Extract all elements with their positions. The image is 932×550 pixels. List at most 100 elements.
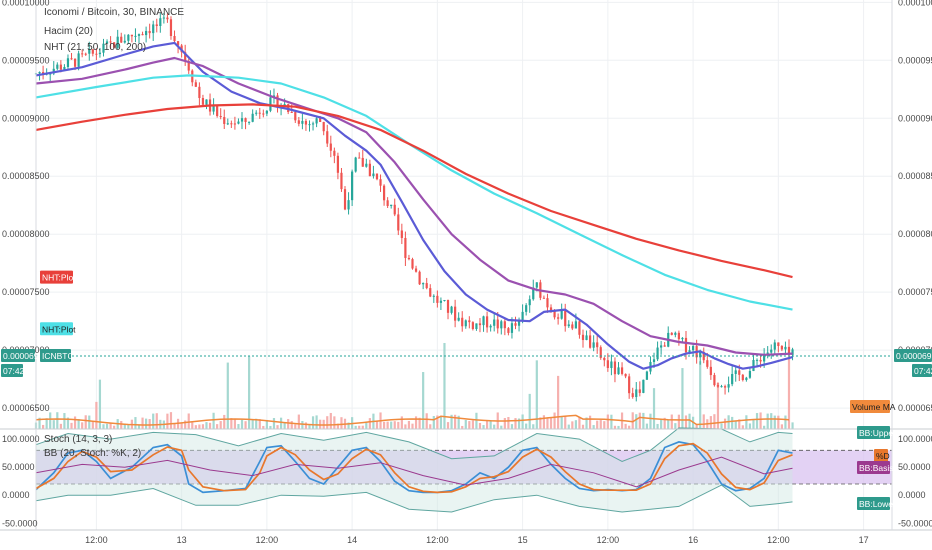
volume-bar xyxy=(546,418,549,429)
candle xyxy=(571,324,574,329)
candle xyxy=(145,30,148,36)
candle xyxy=(457,317,460,321)
candle xyxy=(599,347,602,358)
ma-line-nht-50 xyxy=(35,56,793,356)
candle xyxy=(166,17,169,20)
candle xyxy=(84,53,87,55)
volume-bar xyxy=(148,419,151,429)
volume-bar xyxy=(738,419,741,429)
candle xyxy=(365,163,368,167)
candle xyxy=(588,335,592,348)
volume-bar xyxy=(432,416,435,429)
volume-bar xyxy=(503,418,506,429)
candle xyxy=(677,332,680,340)
candle xyxy=(766,352,769,354)
volume-bar xyxy=(38,417,41,429)
candle xyxy=(322,122,325,132)
volume-bar xyxy=(652,388,656,429)
volume-bar xyxy=(297,414,300,429)
volume-bar xyxy=(773,415,776,429)
time-tag-left-bg xyxy=(1,363,23,377)
candle xyxy=(237,121,240,124)
volume-bar xyxy=(272,418,276,429)
candle xyxy=(308,124,311,126)
volume-bar xyxy=(635,414,638,429)
volume-bar xyxy=(688,413,691,429)
candle xyxy=(791,349,794,355)
candle xyxy=(446,300,450,313)
candle xyxy=(631,393,634,398)
volume-bar xyxy=(748,423,752,429)
grid-lines xyxy=(36,0,892,530)
volume-bar xyxy=(91,420,94,429)
volume-bar xyxy=(386,421,389,429)
x-axis: 12:00 13 12:00 14 12:00 15 12:00 16 12:00 17 xyxy=(85,535,868,545)
volume-bar xyxy=(599,420,602,429)
candle xyxy=(148,30,151,34)
volume-bar xyxy=(425,413,428,429)
volume-bar xyxy=(56,412,59,429)
candle xyxy=(230,123,233,125)
candle xyxy=(123,40,126,43)
candle xyxy=(471,322,474,330)
volume-bar xyxy=(638,412,641,429)
volume-bar xyxy=(262,425,265,429)
volume-bar xyxy=(759,412,762,429)
volume-bar xyxy=(681,368,684,429)
candle xyxy=(105,41,109,44)
volume-bar xyxy=(581,424,585,429)
candle xyxy=(244,118,247,122)
volume-bar xyxy=(734,421,737,429)
volume-bar xyxy=(198,424,201,429)
candle xyxy=(642,379,645,393)
volume-bar xyxy=(304,422,308,429)
candle xyxy=(173,35,176,42)
volume-bar xyxy=(713,414,716,429)
candle xyxy=(478,323,482,326)
candle xyxy=(699,351,702,358)
candle xyxy=(787,346,791,355)
volume-bar xyxy=(255,418,258,429)
volume-bar xyxy=(294,424,297,429)
candle xyxy=(691,346,695,351)
candle xyxy=(635,389,638,398)
stoch-tick-label: 0.0000 xyxy=(898,490,926,500)
candle xyxy=(731,373,734,385)
volume-bar xyxy=(642,412,645,429)
volume-bar xyxy=(258,419,261,429)
volume-bar xyxy=(667,419,670,429)
volume-bar xyxy=(329,412,332,429)
volume-bar xyxy=(741,425,744,429)
candle xyxy=(390,204,393,206)
candle xyxy=(294,112,297,121)
price-tag-right-bg xyxy=(894,348,932,362)
nht-tag-cyan-bg xyxy=(40,322,73,336)
candle xyxy=(748,371,752,378)
volume-bar xyxy=(684,415,688,429)
nht-tag-cyan: NHT:Plot xyxy=(42,324,76,334)
volume-bar xyxy=(439,415,443,429)
volume-bar xyxy=(169,412,173,429)
time-tag-left: 07:42 xyxy=(3,366,25,376)
volume-bar xyxy=(631,412,634,429)
y-tick-label: 0.00009500 xyxy=(2,55,50,65)
volume-bar xyxy=(485,419,489,429)
volume-bar xyxy=(233,418,237,429)
candle xyxy=(745,377,748,381)
price-tag-right: 0.00006954 xyxy=(896,351,932,361)
x-tick-label: 12:00 xyxy=(767,535,790,545)
y-tick-label: 0.00008500 xyxy=(898,171,932,181)
volume-bar xyxy=(560,416,563,429)
volume-bar xyxy=(677,414,680,429)
candle xyxy=(258,112,261,114)
candle xyxy=(358,157,361,159)
volume-bar xyxy=(429,424,432,429)
volume-bar xyxy=(450,414,453,429)
y-tick-label: 0.00008000 xyxy=(898,229,932,239)
stochastic-pane xyxy=(35,427,892,513)
candle xyxy=(528,299,531,306)
volume-bar xyxy=(755,413,759,429)
y-tick-label: 0.00007500 xyxy=(2,287,50,297)
candle xyxy=(759,359,762,362)
